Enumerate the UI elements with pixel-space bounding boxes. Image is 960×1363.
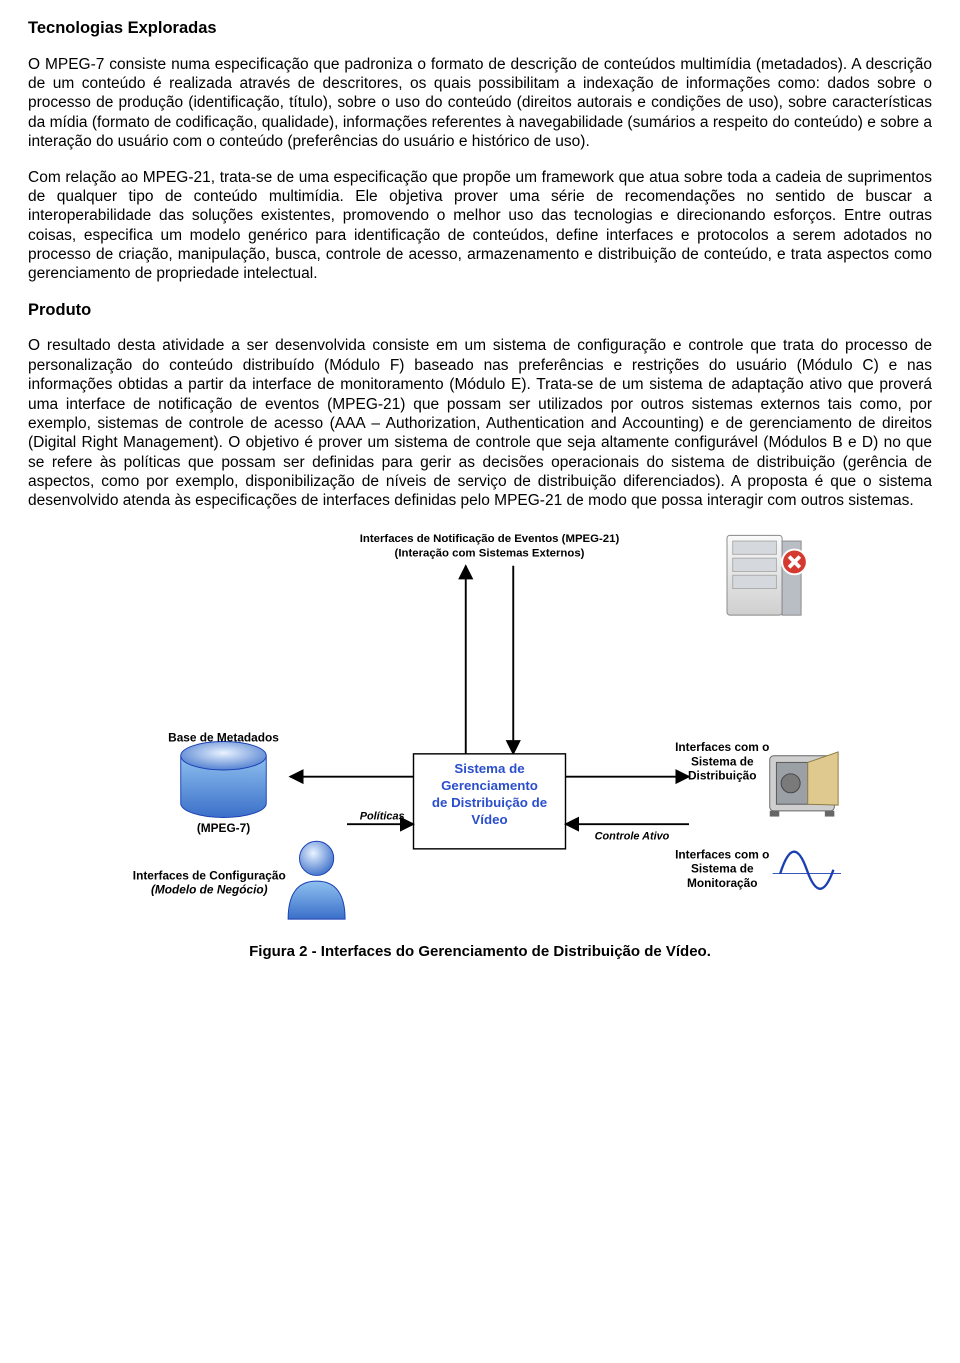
policies-label: Políticas xyxy=(360,810,405,822)
person-icon xyxy=(288,841,345,919)
center-label-l4: Vídeo xyxy=(471,812,507,827)
center-label-l3: de Distribuição de xyxy=(432,795,547,810)
mon-label-l3: Monitoração xyxy=(687,876,758,890)
mon-label-l1: Interfaces com o xyxy=(675,847,769,861)
section-title-tech: Tecnologias Exploradas xyxy=(28,18,932,39)
server-icon xyxy=(727,535,807,615)
meta-label-l2: (MPEG-7) xyxy=(197,821,250,835)
top-label-l2: (Interação com Sistemas Externos) xyxy=(395,547,585,559)
center-label-l2: Gerenciamento xyxy=(441,778,538,793)
database-icon xyxy=(181,741,267,817)
paragraph-2: Com relação ao MPEG-21, trata-se de uma … xyxy=(28,168,932,284)
center-label-l1: Sistema de xyxy=(454,761,524,776)
top-label-l1: Interfaces de Notificação de Eventos (MP… xyxy=(360,533,620,545)
mon-label-l2: Sistema de xyxy=(691,861,754,875)
figure-caption: Figura 2 - Interfaces do Gerenciamento d… xyxy=(28,943,932,962)
safe-icon xyxy=(770,752,838,817)
section-title-produto: Produto xyxy=(28,300,932,321)
figure-diagram: Interfaces de Notificação de Eventos (MP… xyxy=(28,527,932,937)
dist-label-l1: Interfaces com o xyxy=(675,740,769,754)
architecture-diagram: Interfaces de Notificação de Eventos (MP… xyxy=(100,527,860,937)
dist-label-l3: Distribuição xyxy=(688,768,757,782)
cfg-label-l2: (Modelo de Negócio) xyxy=(151,882,268,896)
wave-icon xyxy=(780,851,833,888)
ctrl-label: Controle Ativo xyxy=(595,830,670,842)
paragraph-3: O resultado desta atividade a ser desenv… xyxy=(28,336,932,510)
cfg-label-l1: Interfaces de Configuração xyxy=(133,868,286,882)
meta-label-l1: Base de Metadados xyxy=(168,730,279,744)
paragraph-1: O MPEG-7 consiste numa especificação que… xyxy=(28,55,932,152)
dist-label-l2: Sistema de xyxy=(691,754,754,768)
